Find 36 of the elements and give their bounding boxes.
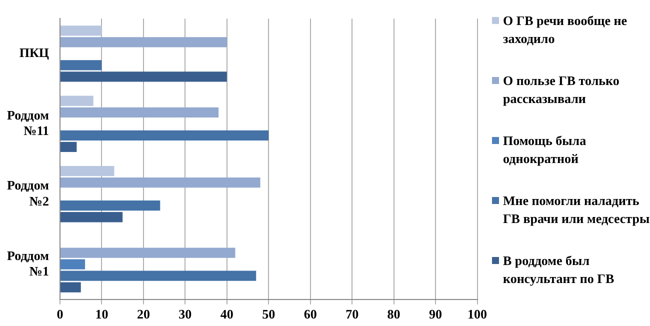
bar (60, 26, 102, 36)
bar (60, 107, 219, 118)
x-tick-label: 60 (304, 306, 317, 322)
legend-label: В роддоме был консультант по ГВ (503, 252, 616, 288)
y-tick-label: Роддом №11 (6, 107, 50, 138)
x-tick-label: 80 (387, 306, 400, 322)
bar (60, 200, 160, 211)
y-tick-label: Роддом №1 (6, 248, 50, 278)
x-tick-label: 0 (56, 306, 64, 322)
bar (60, 212, 123, 222)
x-tick-label: 10 (95, 306, 108, 322)
legend-label: Помощь была однократной (503, 132, 588, 168)
bar (60, 248, 236, 258)
bar (60, 270, 256, 281)
x-tick-label: 20 (136, 306, 150, 322)
bar (60, 96, 94, 106)
bar (60, 60, 102, 70)
bar (60, 282, 81, 292)
y-tick-label: ПКЦ (19, 45, 49, 60)
bar (60, 142, 77, 152)
x-tick-label: 70 (346, 306, 359, 322)
bar (60, 259, 86, 270)
x-tick-label: 100 (468, 306, 487, 322)
legend-label: Мне помогли наладить ГВ врачи или медсестры (503, 192, 650, 228)
bar (60, 72, 227, 82)
x-tick-label: 90 (429, 306, 442, 322)
legend-label: О ГВ речи вообще не заходило (503, 12, 628, 48)
bar (60, 130, 269, 140)
x-tick-label: 30 (178, 306, 192, 322)
y-tick-label: Роддом №2 (6, 178, 50, 208)
legend-label: О пользе ГВ только рассказывали (503, 72, 620, 108)
bar (60, 178, 260, 188)
x-tick-label: 50 (262, 306, 276, 322)
bar (60, 37, 227, 48)
bar (60, 166, 114, 176)
x-tick-label: 40 (220, 306, 234, 322)
